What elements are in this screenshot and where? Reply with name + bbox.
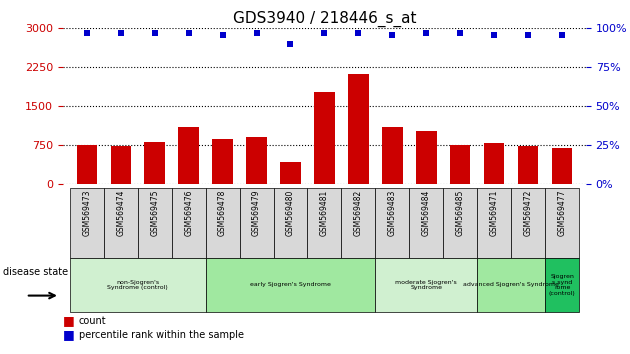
- Bar: [205, 188, 239, 258]
- Text: percentile rank within the sample: percentile rank within the sample: [79, 330, 244, 340]
- Bar: [110, 145, 131, 184]
- Bar: [144, 142, 165, 184]
- Text: GSM569472: GSM569472: [524, 190, 533, 236]
- Text: GSM569471: GSM569471: [490, 190, 499, 236]
- Bar: [77, 145, 97, 184]
- Bar: [545, 188, 579, 258]
- Bar: [239, 188, 273, 258]
- Bar: [70, 188, 104, 258]
- Text: GSM569474: GSM569474: [116, 190, 125, 236]
- Title: GDS3940 / 218446_s_at: GDS3940 / 218446_s_at: [232, 11, 416, 27]
- Text: GSM569478: GSM569478: [218, 190, 227, 236]
- Text: GSM569475: GSM569475: [150, 190, 159, 236]
- Text: GSM569476: GSM569476: [184, 190, 193, 236]
- Text: ■: ■: [63, 328, 75, 341]
- Bar: [416, 131, 437, 184]
- Bar: [410, 188, 444, 258]
- Bar: [273, 188, 307, 258]
- Text: non-Sjogren's
Syndrome (control): non-Sjogren's Syndrome (control): [107, 280, 168, 290]
- Bar: [545, 258, 579, 312]
- Text: GSM569479: GSM569479: [252, 190, 261, 236]
- Bar: [138, 188, 171, 258]
- Bar: [212, 139, 232, 184]
- Text: GSM569485: GSM569485: [455, 190, 465, 236]
- Text: advanced Sjogren's Syndrome: advanced Sjogren's Syndrome: [463, 282, 559, 287]
- Text: GSM569483: GSM569483: [388, 190, 397, 236]
- Bar: [375, 258, 478, 312]
- Bar: [178, 127, 199, 184]
- Bar: [104, 188, 138, 258]
- Text: Sjogren
s synd
rome
(control): Sjogren s synd rome (control): [549, 274, 576, 296]
- Text: GSM569480: GSM569480: [286, 190, 295, 236]
- Bar: [511, 188, 545, 258]
- Bar: [478, 188, 511, 258]
- Text: count: count: [79, 316, 106, 326]
- Bar: [341, 188, 375, 258]
- Bar: [314, 92, 335, 184]
- Text: moderate Sjogren's
Syndrome: moderate Sjogren's Syndrome: [396, 280, 457, 290]
- Text: GSM569484: GSM569484: [422, 190, 431, 236]
- Bar: [280, 162, 301, 184]
- Bar: [450, 145, 471, 184]
- Text: GSM569473: GSM569473: [83, 190, 91, 236]
- Bar: [246, 137, 266, 184]
- Bar: [307, 188, 341, 258]
- Text: early Sjogren's Syndrome: early Sjogren's Syndrome: [250, 282, 331, 287]
- Bar: [70, 258, 205, 312]
- Text: GSM569482: GSM569482: [354, 190, 363, 236]
- Text: GSM569477: GSM569477: [558, 190, 566, 236]
- Text: ■: ■: [63, 314, 75, 327]
- Bar: [171, 188, 205, 258]
- Bar: [478, 258, 545, 312]
- Bar: [484, 143, 505, 184]
- Bar: [375, 188, 410, 258]
- Text: disease state: disease state: [3, 267, 68, 277]
- Bar: [552, 148, 572, 184]
- Bar: [518, 145, 539, 184]
- Bar: [348, 74, 369, 184]
- Bar: [444, 188, 478, 258]
- Bar: [382, 127, 403, 184]
- Text: GSM569481: GSM569481: [320, 190, 329, 236]
- Bar: [205, 258, 375, 312]
